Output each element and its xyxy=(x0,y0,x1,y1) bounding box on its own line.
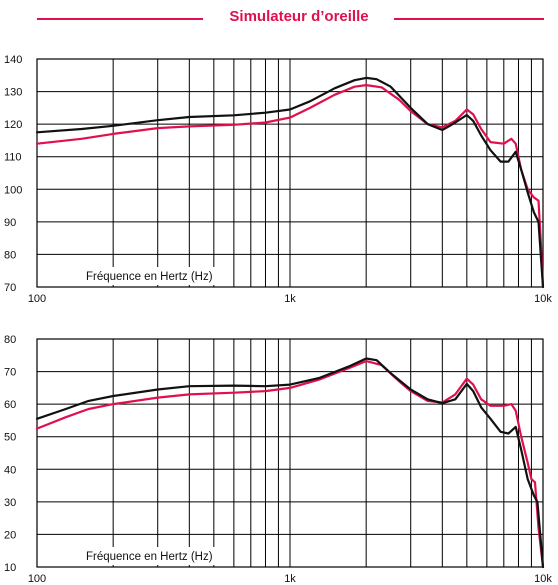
y-tick-label: 40 xyxy=(4,464,16,476)
axis-label-background xyxy=(80,267,232,285)
x-tick-label: 1k xyxy=(284,573,296,585)
plot-frame xyxy=(36,58,544,288)
series-line-2 xyxy=(35,76,545,289)
y-tick-label: 50 xyxy=(4,432,16,444)
x-axis-label: Fréquence en Hertz (Hz) xyxy=(86,271,213,283)
y-tick-label: 80 xyxy=(4,249,16,261)
header-rule-left xyxy=(37,18,203,20)
chart-panel-1: 70 80 90 100 110 120 130 140 100 1k 10k Fréquence e… xyxy=(4,54,552,305)
series-line-1 xyxy=(35,360,545,569)
x-tick-label: 100 xyxy=(28,293,46,305)
y-tick-label: 80 xyxy=(4,334,16,346)
x-tick-label: 10k xyxy=(534,573,552,585)
plot-frame xyxy=(36,338,544,568)
x-tick-label: 1k xyxy=(284,293,296,305)
y-tick-label: 110 xyxy=(4,152,22,164)
x-axis-label: Fréquence en Hertz (Hz) xyxy=(86,551,213,563)
y-tick-label: 60 xyxy=(4,399,16,411)
x-tick-label: 10k xyxy=(534,293,552,305)
y-tick-label: 120 xyxy=(4,119,22,131)
y-tick-label: 90 xyxy=(4,217,16,229)
y-tick-label: 70 xyxy=(4,282,16,294)
y-tick-label: 10 xyxy=(4,562,16,574)
page-title: Simulateur d’oreille xyxy=(229,8,369,25)
series-line-2 xyxy=(35,357,545,569)
chart-header: Simulateur d’oreille xyxy=(0,0,558,36)
y-tick-label: 140 xyxy=(4,54,22,66)
y-tick-label: 20 xyxy=(4,529,16,541)
x-tick-label: 100 xyxy=(28,573,46,585)
y-tick-label: 30 xyxy=(4,497,16,509)
y-tick-label: 130 xyxy=(4,87,22,99)
header-rule-right xyxy=(394,18,544,20)
y-tick-label: 70 xyxy=(4,367,16,379)
chart-panel-2: 10 20 30 40 50 60 70 80 100 1k 10k Fréquence en Her… xyxy=(4,334,552,585)
axis-label-background xyxy=(80,547,232,565)
y-tick-label: 100 xyxy=(4,184,22,196)
